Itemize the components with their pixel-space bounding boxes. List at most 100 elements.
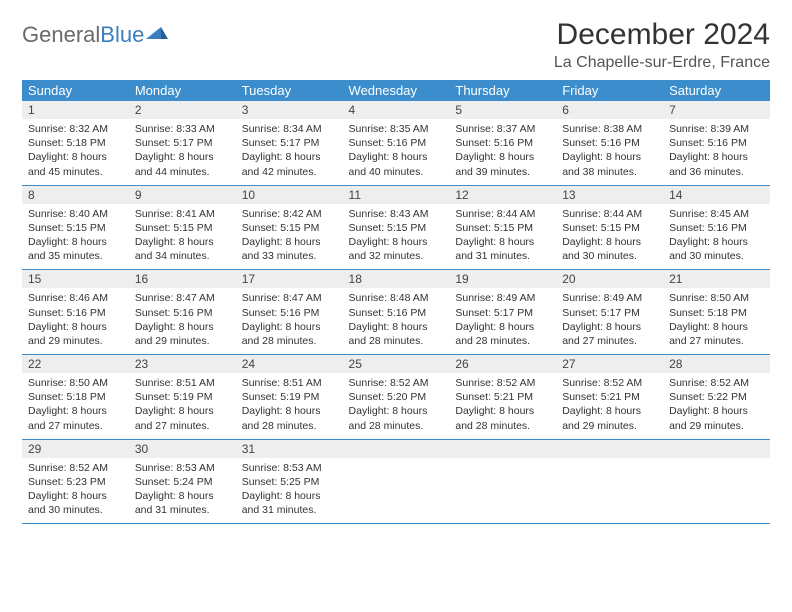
day-details: Sunrise: 8:51 AMSunset: 5:19 PMDaylight:… xyxy=(236,373,343,439)
sunrise-line: Sunrise: 8:48 AM xyxy=(349,291,444,305)
daylight-line: Daylight: 8 hours and 33 minutes. xyxy=(242,235,337,263)
title-block: December 2024 La Chapelle-sur-Erdre, Fra… xyxy=(554,18,770,72)
day-details: Sunrise: 8:43 AMSunset: 5:15 PMDaylight:… xyxy=(343,204,450,270)
daylight-line: Daylight: 8 hours and 45 minutes. xyxy=(28,150,123,178)
sunset-line: Sunset: 5:15 PM xyxy=(562,221,657,235)
sunrise-line: Sunrise: 8:44 AM xyxy=(562,207,657,221)
sunset-line: Sunset: 5:16 PM xyxy=(669,221,764,235)
sunset-line: Sunset: 5:15 PM xyxy=(349,221,444,235)
week-row: 22Sunrise: 8:50 AMSunset: 5:18 PMDayligh… xyxy=(22,355,770,440)
sunset-line: Sunset: 5:15 PM xyxy=(28,221,123,235)
calendar-table: SundayMondayTuesdayWednesdayThursdayFrid… xyxy=(22,80,770,524)
day-details: Sunrise: 8:52 AMSunset: 5:20 PMDaylight:… xyxy=(343,373,450,439)
daylight-line: Daylight: 8 hours and 31 minutes. xyxy=(242,489,337,517)
day-details: Sunrise: 8:32 AMSunset: 5:18 PMDaylight:… xyxy=(22,119,129,185)
daylight-line: Daylight: 8 hours and 29 minutes. xyxy=(135,320,230,348)
day-number: 17 xyxy=(236,270,343,288)
daylight-line: Daylight: 8 hours and 27 minutes. xyxy=(669,320,764,348)
month-title: December 2024 xyxy=(554,18,770,52)
day-number: 16 xyxy=(129,270,236,288)
sunset-line: Sunset: 5:16 PM xyxy=(349,136,444,150)
day-number: 18 xyxy=(343,270,450,288)
sunrise-line: Sunrise: 8:53 AM xyxy=(135,461,230,475)
sunset-line: Sunset: 5:19 PM xyxy=(135,390,230,404)
day-header: Friday xyxy=(556,80,663,101)
day-details: Sunrise: 8:38 AMSunset: 5:16 PMDaylight:… xyxy=(556,119,663,185)
sunrise-line: Sunrise: 8:52 AM xyxy=(455,376,550,390)
day-details: Sunrise: 8:34 AMSunset: 5:17 PMDaylight:… xyxy=(236,119,343,185)
day-details: Sunrise: 8:52 AMSunset: 5:21 PMDaylight:… xyxy=(449,373,556,439)
sunrise-line: Sunrise: 8:41 AM xyxy=(135,207,230,221)
day-details: Sunrise: 8:49 AMSunset: 5:17 PMDaylight:… xyxy=(556,288,663,354)
day-cell: 13Sunrise: 8:44 AMSunset: 5:15 PMDayligh… xyxy=(556,185,663,270)
sunrise-line: Sunrise: 8:49 AM xyxy=(455,291,550,305)
sunset-line: Sunset: 5:17 PM xyxy=(455,306,550,320)
empty-daynum xyxy=(343,440,450,458)
day-cell: 7Sunrise: 8:39 AMSunset: 5:16 PMDaylight… xyxy=(663,101,770,185)
day-details: Sunrise: 8:40 AMSunset: 5:15 PMDaylight:… xyxy=(22,204,129,270)
day-number: 29 xyxy=(22,440,129,458)
sunrise-line: Sunrise: 8:33 AM xyxy=(135,122,230,136)
sunset-line: Sunset: 5:16 PM xyxy=(455,136,550,150)
daylight-line: Daylight: 8 hours and 30 minutes. xyxy=(28,489,123,517)
empty-daynum xyxy=(663,440,770,458)
sunrise-line: Sunrise: 8:39 AM xyxy=(669,122,764,136)
day-number: 25 xyxy=(343,355,450,373)
brand-logo: GeneralBlue xyxy=(22,18,168,48)
sunrise-line: Sunrise: 8:44 AM xyxy=(455,207,550,221)
day-details: Sunrise: 8:42 AMSunset: 5:15 PMDaylight:… xyxy=(236,204,343,270)
week-row: 29Sunrise: 8:52 AMSunset: 5:23 PMDayligh… xyxy=(22,439,770,524)
day-cell: 29Sunrise: 8:52 AMSunset: 5:23 PMDayligh… xyxy=(22,439,129,524)
day-details: Sunrise: 8:46 AMSunset: 5:16 PMDaylight:… xyxy=(22,288,129,354)
day-details: Sunrise: 8:47 AMSunset: 5:16 PMDaylight:… xyxy=(236,288,343,354)
day-cell: 4Sunrise: 8:35 AMSunset: 5:16 PMDaylight… xyxy=(343,101,450,185)
day-number: 6 xyxy=(556,101,663,119)
day-cell: 28Sunrise: 8:52 AMSunset: 5:22 PMDayligh… xyxy=(663,355,770,440)
day-cell: 21 Sunrise: 8:50 AMSunset: 5:18 PMDayligh… xyxy=(663,270,770,355)
calendar-page: GeneralBlue December 2024 La Chapelle-su… xyxy=(0,0,792,534)
daylight-line: Daylight: 8 hours and 31 minutes. xyxy=(135,489,230,517)
day-details: Sunrise: 8:44 AMSunset: 5:15 PMDaylight:… xyxy=(449,204,556,270)
day-details: Sunrise: 8:52 AMSunset: 5:22 PMDaylight:… xyxy=(663,373,770,439)
brand-part2: Blue xyxy=(100,22,144,48)
day-details: Sunrise: 8:48 AMSunset: 5:16 PMDaylight:… xyxy=(343,288,450,354)
sunset-line: Sunset: 5:24 PM xyxy=(135,475,230,489)
sunset-line: Sunset: 5:16 PM xyxy=(349,306,444,320)
sunset-line: Sunset: 5:18 PM xyxy=(669,306,764,320)
empty-cell xyxy=(663,439,770,524)
sunset-line: Sunset: 5:15 PM xyxy=(135,221,230,235)
sunrise-line: Sunrise: 8:50 AM xyxy=(669,291,764,305)
day-number: 20 xyxy=(556,270,663,288)
day-cell: 5Sunrise: 8:37 AMSunset: 5:16 PMDaylight… xyxy=(449,101,556,185)
day-cell: 25Sunrise: 8:52 AMSunset: 5:20 PMDayligh… xyxy=(343,355,450,440)
day-number: 15 xyxy=(22,270,129,288)
sunrise-line: Sunrise: 8:40 AM xyxy=(28,207,123,221)
daylight-line: Daylight: 8 hours and 28 minutes. xyxy=(349,404,444,432)
daylight-line: Daylight: 8 hours and 28 minutes. xyxy=(242,404,337,432)
empty-daynum xyxy=(449,440,556,458)
day-details: Sunrise: 8:52 AMSunset: 5:21 PMDaylight:… xyxy=(556,373,663,439)
day-cell: 14Sunrise: 8:45 AMSunset: 5:16 PMDayligh… xyxy=(663,185,770,270)
sunrise-line: Sunrise: 8:45 AM xyxy=(669,207,764,221)
sunrise-line: Sunrise: 8:52 AM xyxy=(28,461,123,475)
day-number: 24 xyxy=(236,355,343,373)
empty-daynum xyxy=(556,440,663,458)
sunrise-line: Sunrise: 8:49 AM xyxy=(562,291,657,305)
sunrise-line: Sunrise: 8:43 AM xyxy=(349,207,444,221)
sunrise-line: Sunrise: 8:47 AM xyxy=(135,291,230,305)
sunrise-line: Sunrise: 8:50 AM xyxy=(28,376,123,390)
sunrise-line: Sunrise: 8:47 AM xyxy=(242,291,337,305)
sunset-line: Sunset: 5:18 PM xyxy=(28,136,123,150)
daylight-line: Daylight: 8 hours and 28 minutes. xyxy=(455,404,550,432)
day-number: 21 xyxy=(663,270,770,288)
day-number: 5 xyxy=(449,101,556,119)
sunset-line: Sunset: 5:16 PM xyxy=(242,306,337,320)
logo-triangle-icon xyxy=(146,22,168,48)
day-cell: 1Sunrise: 8:32 AMSunset: 5:18 PMDaylight… xyxy=(22,101,129,185)
day-details: Sunrise: 8:53 AMSunset: 5:25 PMDaylight:… xyxy=(236,458,343,524)
day-details: Sunrise: 8:49 AMSunset: 5:17 PMDaylight:… xyxy=(449,288,556,354)
location-text: La Chapelle-sur-Erdre, France xyxy=(554,54,770,72)
daylight-line: Daylight: 8 hours and 39 minutes. xyxy=(455,150,550,178)
day-cell: 11Sunrise: 8:43 AMSunset: 5:15 PMDayligh… xyxy=(343,185,450,270)
daylight-line: Daylight: 8 hours and 34 minutes. xyxy=(135,235,230,263)
